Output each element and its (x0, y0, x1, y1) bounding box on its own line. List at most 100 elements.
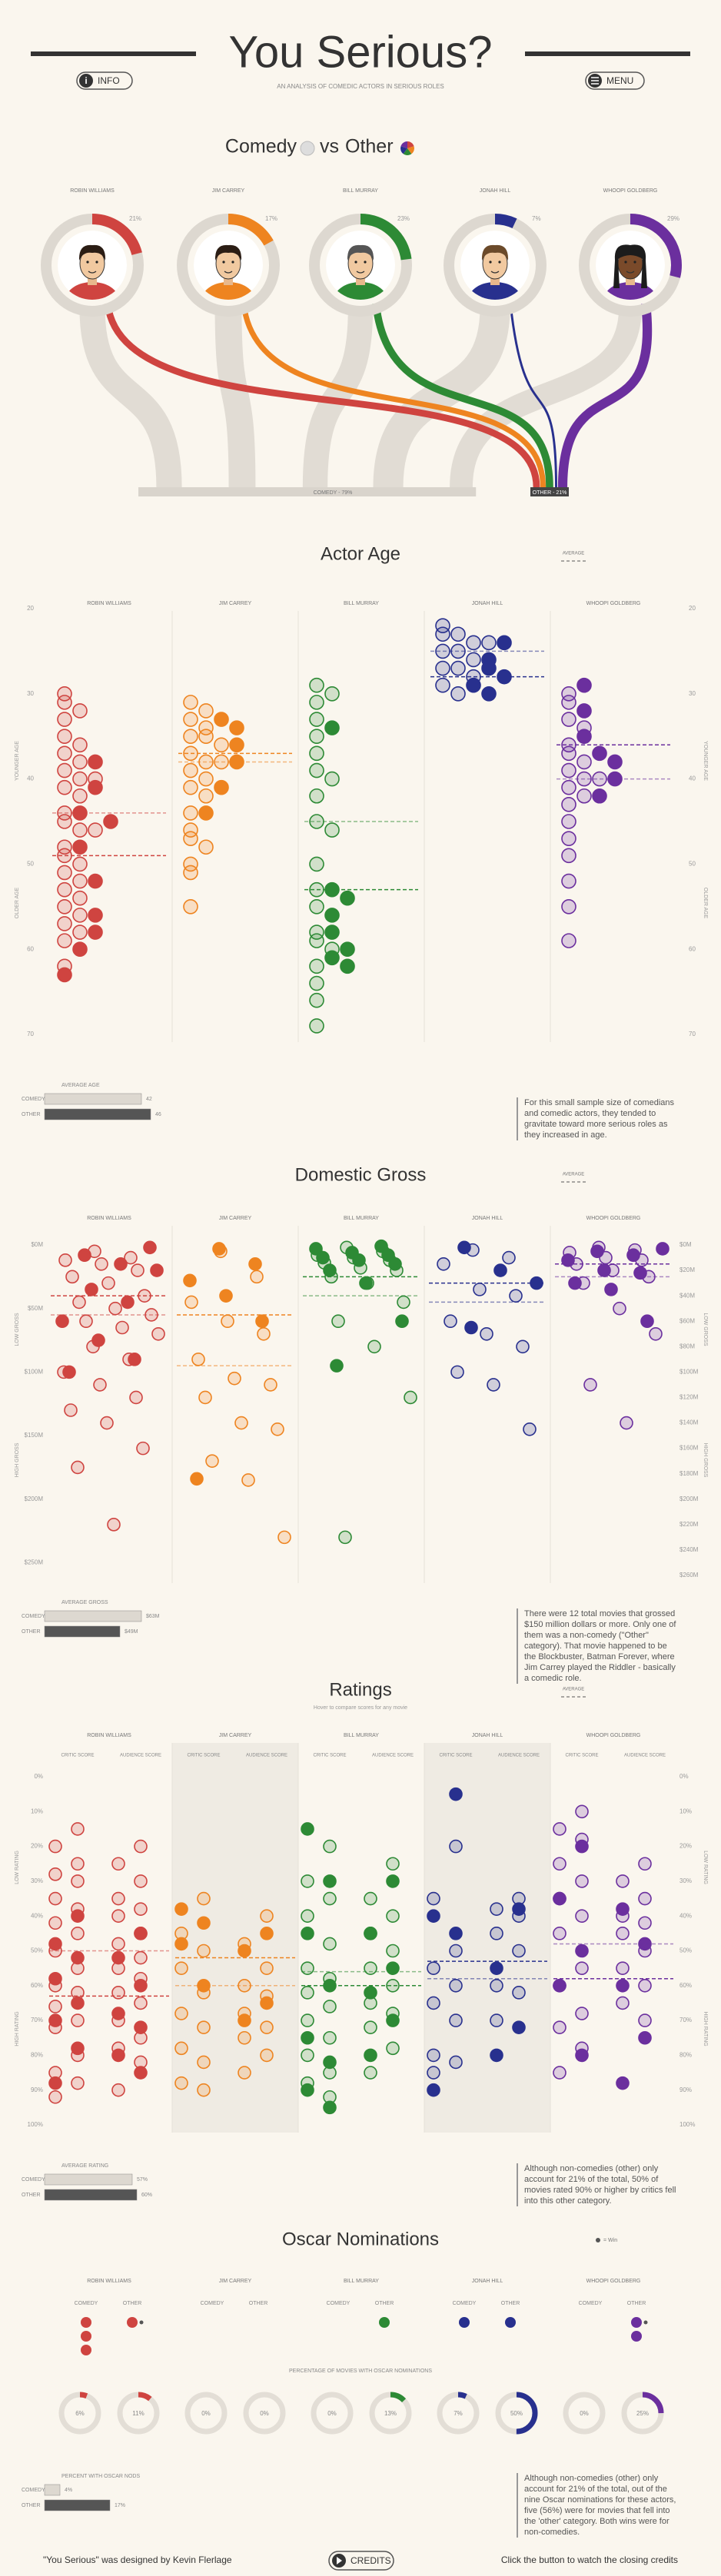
comedy-dot (57, 881, 72, 898)
nomination-dot (631, 2317, 642, 2328)
other-dot (490, 2048, 503, 2063)
section-subtitle: Hover to compare scores for any movie (314, 1705, 407, 1711)
comedy-dot (260, 2048, 274, 2063)
eye (222, 261, 225, 264)
y-tick-label: 20% (31, 1843, 43, 1850)
other-dot (238, 2013, 251, 2027)
comedy-dot (397, 1295, 410, 1310)
other-total-bar (530, 487, 569, 496)
menu-button[interactable]: MENU (585, 71, 645, 90)
comedy-dot (57, 779, 72, 795)
other-dot (71, 1909, 85, 1923)
main-title: You Serious? (229, 27, 493, 77)
other-dot (301, 1822, 314, 1836)
other-dot (449, 1927, 463, 1940)
other-dot (638, 2030, 652, 2045)
comedy-dot (72, 737, 88, 753)
y-tick-label: $260M (679, 1572, 699, 1578)
info-button[interactable]: i INFO (76, 71, 133, 90)
donut-label: 25% (636, 2410, 649, 2417)
comedy-dot (638, 1891, 652, 1906)
swatch-slice (407, 146, 414, 154)
donut-arc (579, 214, 682, 317)
y-tick-label: 0% (34, 1773, 43, 1780)
other-dot (78, 1248, 91, 1263)
comedy-dot (449, 2055, 463, 2070)
y-tick-label: $250M (25, 1559, 44, 1566)
column-subheader: AUDIENCE SCORE (372, 1754, 414, 1758)
comedy-dot (174, 2041, 188, 2056)
comedy-dot (309, 925, 324, 940)
other-dot (229, 720, 244, 735)
summary-value: 57% (137, 2177, 148, 2183)
legend-label: AVERAGE (563, 1173, 585, 1177)
other-dot (626, 1248, 640, 1263)
donut-label: 11% (132, 2410, 144, 2417)
summary-row-label: COMEDY (22, 2488, 45, 2493)
comedy-dot (205, 1454, 219, 1468)
nomination-dot (505, 2317, 516, 2328)
comedy-dot (309, 975, 324, 991)
comedy-dot (183, 822, 198, 838)
column-header: WHOOPI GOLDBERG (586, 1216, 641, 1221)
other-dot (229, 754, 244, 770)
comedy-dot (183, 712, 198, 727)
column-header: BILL MURRAY (344, 601, 379, 606)
comedy-flow (302, 307, 374, 488)
column-subheader: AUDIENCE SCORE (498, 1754, 540, 1758)
y-tick-label: 60 (689, 945, 696, 952)
column-header: JIM CARREY (219, 1216, 252, 1221)
other-dot (121, 1295, 135, 1310)
column-subheader: COMEDY (75, 2301, 98, 2306)
summary-value: 42 (146, 1097, 152, 1102)
button-label: MENU (606, 75, 633, 86)
icon-glyph (591, 77, 599, 85)
other-dot (512, 1902, 526, 1916)
other-dot (114, 1257, 128, 1271)
other-dot (607, 754, 623, 770)
side-label: OLDER AGE (15, 887, 20, 918)
other-dot (174, 1937, 188, 1951)
comedy-dot (561, 712, 576, 727)
nomination-dot (459, 2317, 470, 2328)
y-tick-label: $20M (679, 1266, 695, 1273)
comedy-dot (323, 2030, 337, 2045)
y-tick-label: $80M (679, 1343, 695, 1349)
comedy-dot (71, 2013, 85, 2027)
other-dot (464, 1320, 478, 1335)
y-tick-label: 50 (27, 861, 34, 868)
summary-value: $49M (125, 1629, 138, 1635)
side-label: LOW RATING (703, 1851, 708, 1884)
y-tick-label: 20 (689, 605, 696, 612)
column-subheader: AUDIENCE SCORE (624, 1754, 666, 1758)
credits-button[interactable]: CREDITS (328, 2551, 394, 2571)
comedy-dot (309, 677, 324, 693)
donut-label: 0% (201, 2410, 211, 2417)
comedy-dot (264, 1378, 277, 1392)
column-header: BILL MURRAY (344, 1733, 379, 1738)
comedy-dot (473, 1283, 487, 1296)
other-dot (638, 1937, 652, 1951)
y-tick-label: 60% (31, 1982, 43, 1989)
other-dot (134, 1927, 148, 1940)
column-subheader: OTHER (249, 2301, 268, 2306)
summary-bar (44, 1093, 142, 1105)
comedy-dot (331, 1314, 345, 1329)
column-header: WHOOPI GOLDBERG (586, 2279, 641, 2284)
comedy-dot (364, 2020, 377, 2034)
y-tick-label: 70% (679, 2017, 692, 2023)
eye (86, 261, 89, 264)
donut-arc (495, 2392, 538, 2435)
icon-glyph (337, 2557, 342, 2564)
column-header: JONAH HILL (472, 1216, 503, 1221)
other-dot (364, 2048, 377, 2063)
comedy-dot (72, 822, 88, 838)
comedy-dot (561, 685, 576, 702)
comedy-dot (364, 1961, 377, 1975)
comedy-dot (386, 2041, 400, 2056)
other-dot (248, 1257, 262, 1271)
donut-arc (117, 2392, 160, 2435)
summary-bar (44, 1625, 121, 1638)
comedy-dot (107, 1518, 121, 1532)
other-dot (71, 1950, 85, 1965)
